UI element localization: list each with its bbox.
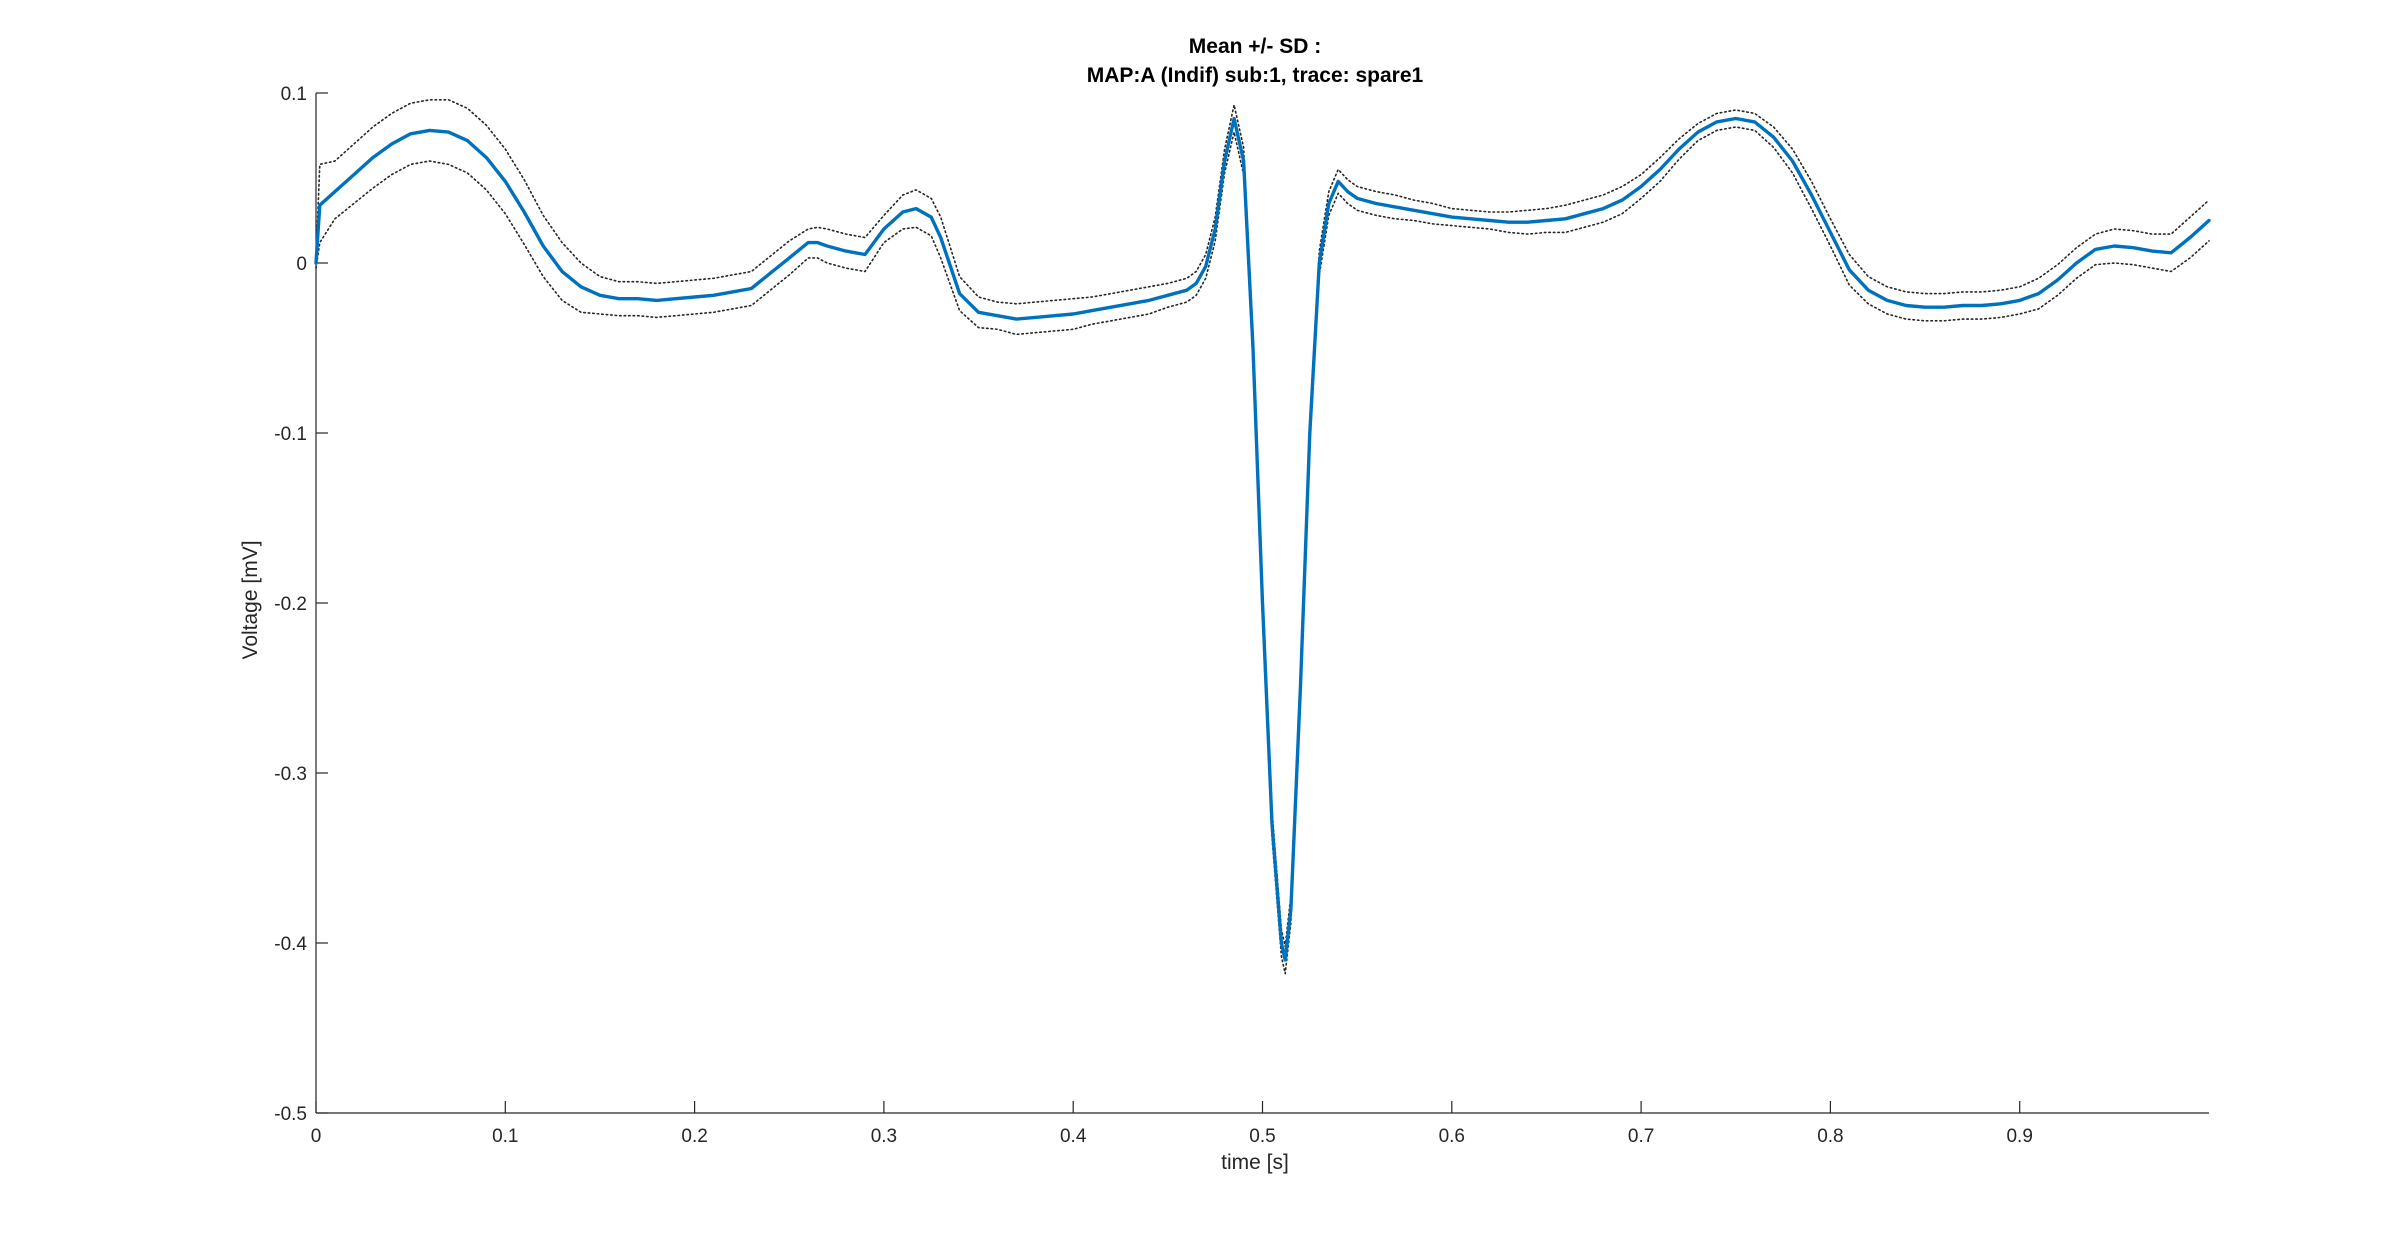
labels-group: Mean +/- SD : MAP:A (Indif) sub:1, trace… (239, 35, 1424, 1174)
y-tick-label: -0.1 (274, 424, 307, 445)
y-tick-label: -0.3 (274, 764, 307, 785)
axes: 0 0.1 0.2 0.3 0.4 0.5 0.6 0.7 0.8 0.9 0.1 0 -0.1 -0.2… (274, 84, 2209, 1147)
x-tick-label: 0 (311, 1126, 322, 1147)
chart-title-line-2: MAP:A (Indif) sub:1, trace: spare1 (1087, 64, 1424, 87)
y-tick-label: 0.1 (281, 84, 307, 105)
y-tick-label: -0.2 (274, 594, 307, 615)
y-tick-label: 0 (296, 254, 307, 275)
x-axis-label: time [s] (1221, 1151, 1289, 1174)
chart-title-line-1: Mean +/- SD : (1189, 35, 1321, 58)
y-tick-label: -0.5 (274, 1104, 307, 1125)
x-tick-label: 0.4 (1060, 1126, 1087, 1147)
series-group (314, 99, 2211, 975)
x-tick-label: 0.2 (681, 1126, 707, 1147)
x-tick-label: 0.1 (492, 1126, 518, 1147)
x-tick-label: 0.5 (1249, 1126, 1275, 1147)
y-axis-label: Voltage [mV] (239, 540, 262, 659)
x-tick-label: 0.6 (1439, 1126, 1465, 1147)
x-tick-label: 0.3 (871, 1126, 897, 1147)
y-tick-label: -0.4 (274, 934, 307, 955)
x-tick-label: 0.7 (1628, 1126, 1654, 1147)
lower-sd-series-line (315, 126, 2210, 975)
x-tick-label: 0.8 (1817, 1126, 1843, 1147)
upper-sd-series-line (315, 99, 2210, 948)
mean-series-line (314, 116, 2211, 962)
x-tick-label: 0.9 (2006, 1126, 2032, 1147)
